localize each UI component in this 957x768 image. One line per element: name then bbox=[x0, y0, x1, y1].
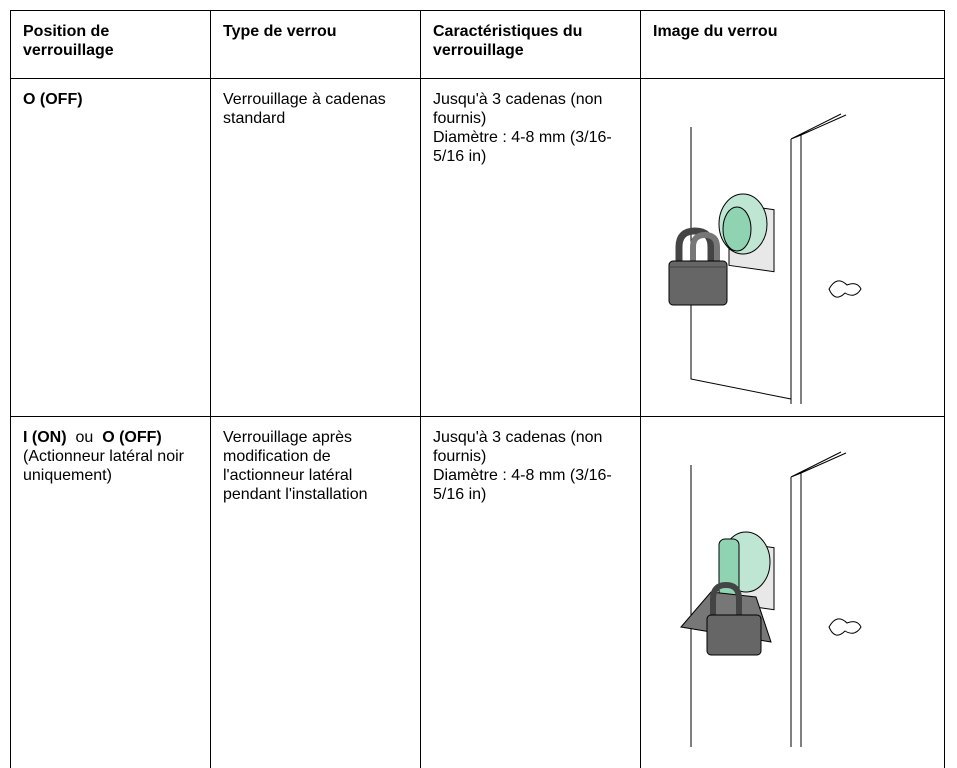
image-cell bbox=[641, 79, 945, 417]
type-cell: Verrouillage après modification de l'act… bbox=[211, 417, 421, 768]
header-cell: Image du verrou bbox=[641, 11, 945, 79]
position-text: O (OFF) bbox=[23, 91, 83, 108]
position-text: I (ON) bbox=[23, 429, 67, 446]
position-cell: I (ON) ou O (OFF) (Actionneur latéral no… bbox=[11, 417, 211, 768]
lock-illustration bbox=[641, 79, 945, 417]
position-text: O (OFF) bbox=[102, 429, 162, 446]
header-cell: Position de verrouillage bbox=[11, 11, 211, 79]
row: O (OFF) Verrouillage à cadenas standard … bbox=[11, 79, 945, 417]
position-cell: O (OFF) bbox=[11, 79, 211, 417]
position-text: (Actionneur latéral noir uniquement) bbox=[23, 448, 184, 484]
characteristic-line: Jusqu'à 3 cadenas (non fournis) bbox=[433, 90, 628, 128]
characteristic-line: Diamètre : 4-8 mm (3/16-5/16 in) bbox=[433, 466, 628, 504]
lock-table: Position de verrouillage Type de verrou … bbox=[10, 10, 945, 768]
characteristics-cell: Jusqu'à 3 cadenas (non fournis)Diamètre … bbox=[421, 417, 641, 768]
position-text: ou bbox=[75, 429, 93, 446]
header-row: Position de verrouillage Type de verrou … bbox=[11, 11, 945, 79]
characteristic-line: Jusqu'à 3 cadenas (non fournis) bbox=[433, 428, 628, 466]
header-cell: Caractéristiques du verrouillage bbox=[421, 11, 641, 79]
characteristics-cell: Jusqu'à 3 cadenas (non fournis)Diamètre … bbox=[421, 79, 641, 417]
lock-illustration bbox=[641, 417, 945, 747]
row: I (ON) ou O (OFF) (Actionneur latéral no… bbox=[11, 417, 945, 768]
header-cell: Type de verrou bbox=[211, 11, 421, 79]
characteristic-line: Diamètre : 4-8 mm (3/16-5/16 in) bbox=[433, 128, 628, 166]
image-cell bbox=[641, 417, 945, 768]
type-cell: Verrouillage à cadenas standard bbox=[211, 79, 421, 417]
